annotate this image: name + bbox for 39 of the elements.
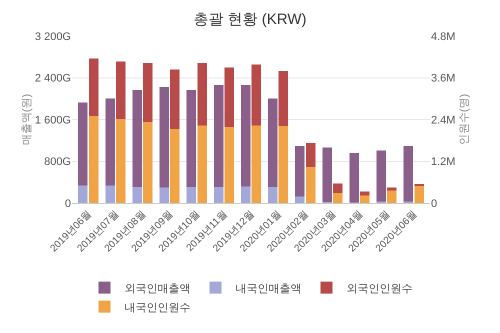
bar bbox=[88, 58, 98, 116]
bar bbox=[186, 186, 196, 203]
y-tick-label: 3 200G bbox=[34, 30, 71, 43]
legend-label: 외국인인원수 bbox=[346, 282, 412, 295]
bar bbox=[387, 190, 397, 203]
bar bbox=[349, 152, 359, 202]
y2-axis-title: 인원수(명) bbox=[458, 94, 470, 146]
bar bbox=[360, 195, 370, 203]
bar bbox=[132, 186, 142, 203]
y2-tick-label: 1.2M bbox=[431, 156, 456, 168]
bar bbox=[332, 184, 342, 193]
bar bbox=[414, 186, 424, 203]
y2-tick-label: 0 bbox=[431, 198, 438, 210]
chart-title: 총괄 현황 (KRW) bbox=[193, 10, 307, 28]
bar bbox=[268, 186, 278, 203]
y2-tick-label: 4.8M bbox=[431, 30, 456, 43]
bar bbox=[376, 150, 386, 202]
bar bbox=[214, 186, 224, 203]
bar bbox=[240, 186, 250, 203]
bar bbox=[322, 148, 332, 202]
bar bbox=[332, 192, 342, 203]
bar bbox=[404, 146, 414, 202]
legend-label: 내국인매출액 bbox=[236, 282, 302, 295]
y2-tick-label: 3.6M bbox=[431, 72, 456, 85]
y2-tick-label: 2.4M bbox=[431, 114, 456, 126]
bar bbox=[160, 187, 170, 203]
y-tick-label: 2 400G bbox=[34, 72, 71, 85]
bar bbox=[360, 192, 370, 196]
legend-label: 외국인매출액 bbox=[124, 282, 190, 295]
bar bbox=[78, 185, 88, 203]
y-axis-title: 매출액(원) bbox=[20, 94, 33, 146]
y-tick-label: 1 600G bbox=[34, 114, 71, 126]
bar bbox=[387, 188, 397, 190]
bar bbox=[116, 61, 126, 119]
legend-label: 내국인인원수 bbox=[124, 302, 190, 314]
y-tick-label: 0 bbox=[64, 198, 71, 210]
bar bbox=[105, 185, 115, 203]
bar bbox=[295, 196, 305, 203]
y-tick-label: 800G bbox=[44, 156, 71, 168]
